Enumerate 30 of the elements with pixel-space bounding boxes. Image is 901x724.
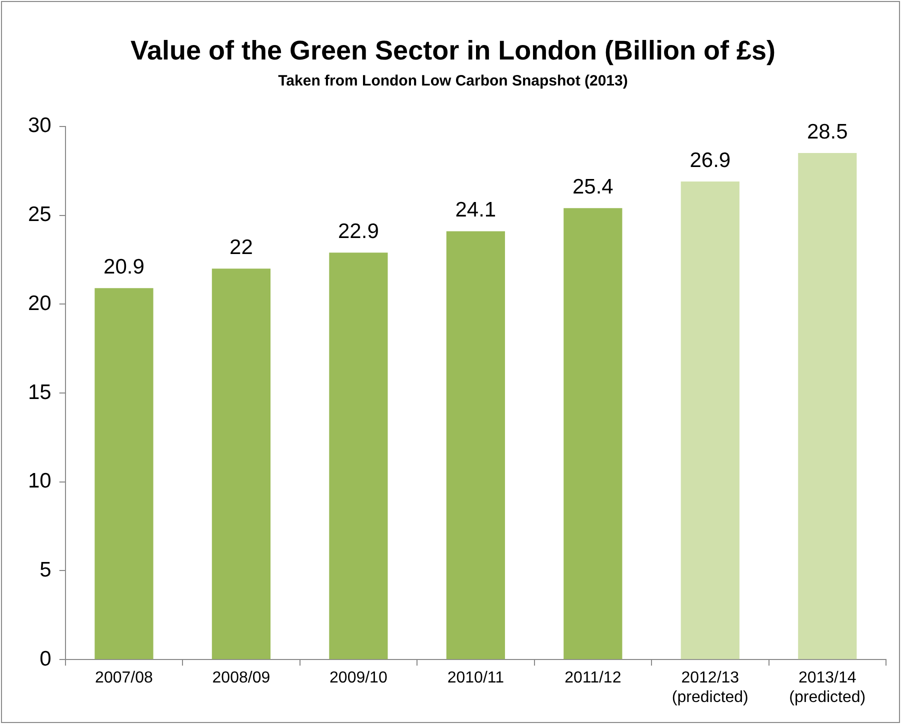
data-label: 22 — [230, 236, 253, 259]
y-tick-label: 25 — [28, 203, 52, 226]
data-label: 24.1 — [455, 198, 496, 222]
data-label: 25.4 — [572, 175, 614, 198]
x-tick-label: 2011/12 — [564, 670, 622, 687]
x-tick-label: 2010/11 — [447, 670, 504, 687]
y-tick-label: 10 — [28, 470, 52, 493]
bar — [212, 268, 271, 660]
bar — [446, 231, 505, 660]
bar — [680, 182, 740, 660]
data-label: 28.5 — [806, 120, 848, 144]
x-tick-label: 2012/13 (predicted) — [672, 670, 748, 706]
bar — [94, 288, 154, 660]
bar — [329, 252, 388, 660]
data-label: 20.9 — [104, 255, 144, 278]
bar — [564, 208, 622, 660]
y-tick-label: 5 — [40, 558, 52, 582]
y-tick-label: 0 — [40, 647, 52, 670]
data-label: 22.9 — [338, 220, 379, 243]
x-tick-label: 2009/10 — [330, 670, 388, 687]
chart-subtitle: Taken from London Low Carbon Snapshot (2013) — [278, 72, 628, 90]
x-tick-label: 2008/09 — [212, 670, 270, 687]
bar — [798, 153, 857, 660]
chart-title: Value of the Green Sector in London (Billion of £s) — [130, 36, 776, 66]
y-tick-label: 20 — [28, 292, 52, 315]
x-tick-label: 2013/14 (predicted) — [789, 670, 866, 706]
y-tick-label: 30 — [28, 114, 52, 138]
y-tick-label: 15 — [28, 380, 52, 404]
data-label: 26.9 — [690, 148, 731, 172]
x-tick-label: 2007/08 — [95, 670, 153, 687]
